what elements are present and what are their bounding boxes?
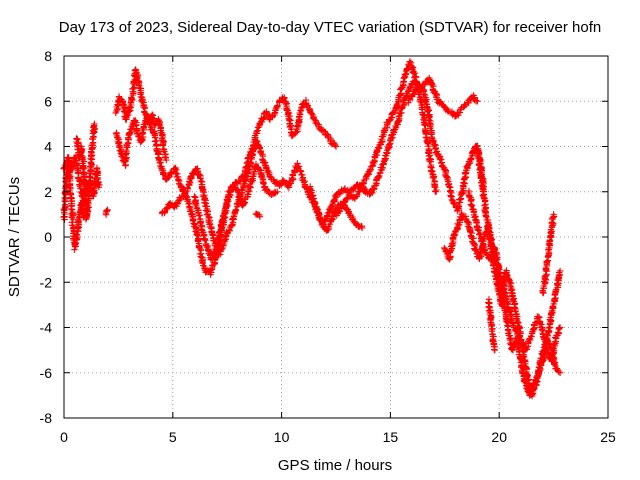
marker-set (473, 142, 564, 399)
series-track-p (539, 211, 558, 297)
y-tick-label: 8 (44, 48, 52, 64)
marker-set (539, 211, 558, 297)
series-track-i (252, 210, 264, 220)
y-tick-label: 6 (44, 93, 52, 109)
x-tick-label: 20 (491, 429, 507, 445)
x-tick-labels: 0 5 10 15 20 25 (60, 429, 616, 445)
data-points (60, 58, 564, 400)
x-tick-label: 25 (600, 429, 616, 445)
x-tick-label: 10 (274, 429, 290, 445)
y-tick-label: -8 (40, 410, 53, 426)
y-tick-label: 4 (44, 139, 52, 155)
y-tick-label: 0 (44, 229, 52, 245)
y-tick-labels: -8 -6 -4 -2 0 2 4 6 8 (40, 48, 53, 426)
marker-set (485, 296, 499, 354)
y-axis-title: SDTVAR / TECUs (6, 177, 23, 297)
marker-set (102, 206, 111, 218)
series-track-c (73, 135, 91, 220)
x-tick-label: 15 (383, 429, 399, 445)
y-tick-label: -6 (40, 365, 53, 381)
marker-set (191, 160, 281, 264)
series-track-d (102, 206, 111, 218)
y-tick-label: 2 (44, 184, 52, 200)
marker-set (158, 138, 366, 259)
series-track-q (485, 296, 499, 354)
marker-set (73, 135, 91, 220)
series-track-o (473, 142, 564, 399)
marker-set (252, 210, 264, 220)
series-track-h (191, 160, 281, 264)
y-tick-label: -2 (40, 274, 53, 290)
chart-title: Day 173 of 2023, Sidereal Day-to-day VTE… (59, 19, 601, 36)
x-tick-label: 5 (169, 429, 177, 445)
marker-set (405, 74, 481, 120)
series-track-g (158, 138, 366, 259)
series-track-l (405, 74, 481, 120)
y-tick-label: -4 (40, 320, 53, 336)
plot-frame (63, 55, 609, 419)
x-tick-label: 0 (60, 429, 68, 445)
x-axis-title: GPS time / hours (278, 457, 392, 474)
